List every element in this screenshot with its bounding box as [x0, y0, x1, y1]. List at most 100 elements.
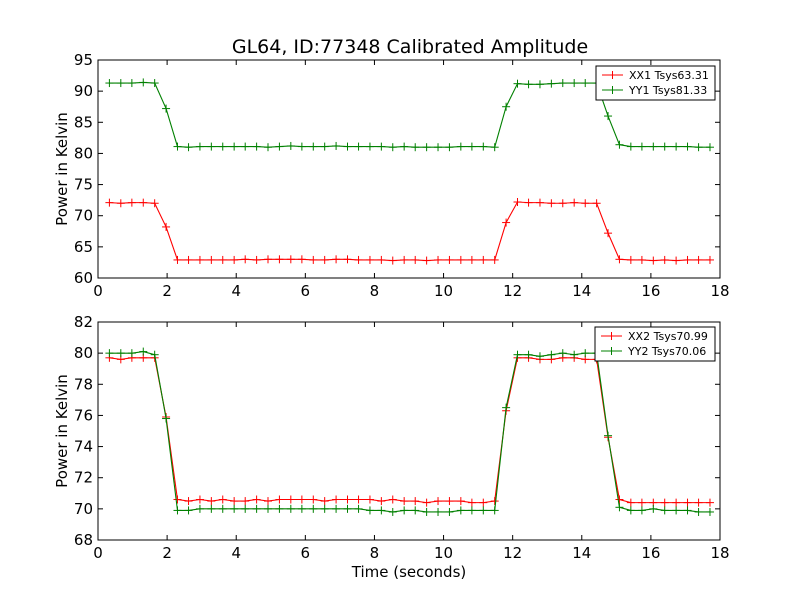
data-point	[388, 495, 397, 504]
x-tick-label: 8	[370, 544, 380, 562]
data-point	[581, 79, 590, 88]
x-tick-label: 18	[710, 282, 729, 300]
data-point	[456, 142, 465, 151]
y-tick-label: 72	[74, 469, 93, 487]
data-point	[195, 142, 204, 151]
data-point	[683, 142, 692, 151]
data-point	[434, 497, 443, 506]
x-tick-label: 10	[434, 282, 453, 300]
data-point	[467, 498, 476, 507]
data-point	[230, 504, 239, 513]
data-point	[127, 349, 136, 358]
legend-label: YY1 Tsys81.33	[628, 84, 707, 97]
y-tick-label: 76	[74, 406, 93, 424]
data-point	[332, 255, 341, 264]
data-point	[694, 143, 703, 152]
legend-entry: XX2 Tsys70.99	[601, 330, 708, 343]
data-point	[241, 504, 250, 513]
data-point	[218, 255, 227, 264]
legend-entry: XX1 Tsys63.31	[602, 69, 709, 82]
data-point	[513, 198, 522, 207]
data-point	[264, 497, 273, 506]
data-point	[184, 255, 193, 264]
data-point	[524, 80, 533, 89]
data-point	[297, 504, 306, 513]
data-point	[422, 143, 431, 152]
data-point	[320, 497, 329, 506]
data-point	[445, 255, 454, 264]
data-point	[479, 142, 488, 151]
data-point	[173, 142, 182, 151]
data-point	[694, 255, 703, 264]
x-tick-label: 2	[162, 544, 172, 562]
data-point	[694, 507, 703, 516]
data-point	[604, 112, 613, 121]
data-point	[547, 350, 556, 359]
data-point	[400, 142, 409, 151]
data-point	[195, 504, 204, 513]
data-point	[445, 497, 454, 506]
data-point	[162, 414, 171, 423]
data-point	[264, 143, 273, 152]
data-point	[490, 255, 499, 264]
chart-title: GL64, ID:77348 Calibrated Amplitude	[232, 36, 588, 58]
data-point	[513, 350, 522, 359]
data-point	[377, 255, 386, 264]
x-tick-label: 12	[503, 544, 522, 562]
data-point	[660, 255, 669, 264]
data-point	[173, 255, 182, 264]
data-point	[411, 255, 420, 264]
data-point	[570, 198, 579, 207]
data-point	[479, 506, 488, 515]
x-tick-label: 14	[572, 282, 591, 300]
data-point	[705, 255, 714, 264]
data-point	[139, 347, 148, 356]
x-tick-label: 16	[641, 282, 660, 300]
data-point	[479, 255, 488, 264]
data-point	[434, 143, 443, 152]
data-point	[230, 497, 239, 506]
data-point	[275, 504, 284, 513]
data-point	[354, 142, 363, 151]
data-point	[535, 80, 544, 89]
y-tick-label: 80	[74, 144, 93, 162]
data-point	[660, 498, 669, 507]
data-point	[547, 79, 556, 88]
data-point	[105, 198, 114, 207]
data-point	[343, 142, 352, 151]
y-tick-label: 74	[74, 438, 93, 456]
data-point	[207, 255, 216, 264]
legend-entry: YY2 Tsys70.06	[601, 345, 706, 358]
data-point	[660, 506, 669, 515]
data-point	[649, 142, 658, 151]
data-point	[558, 79, 567, 88]
y-tick-label: 80	[74, 344, 93, 362]
data-point	[626, 498, 635, 507]
data-point	[388, 256, 397, 265]
data-point	[683, 255, 692, 264]
y-tick-label: 60	[74, 269, 93, 287]
data-point	[218, 495, 227, 504]
series-1	[105, 198, 714, 265]
data-point	[490, 506, 499, 515]
data-point	[388, 143, 397, 152]
x-tick-label: 6	[301, 544, 311, 562]
data-point	[637, 506, 646, 515]
x-tick-label: 10	[434, 544, 453, 562]
data-point	[365, 495, 374, 504]
data-point	[581, 199, 590, 208]
data-point	[434, 507, 443, 516]
y-tick-label: 78	[74, 375, 93, 393]
data-point	[173, 506, 182, 515]
data-point	[127, 198, 136, 207]
data-point	[173, 495, 182, 504]
x-tick-label: 12	[503, 282, 522, 300]
data-point	[354, 255, 363, 264]
data-point	[615, 495, 624, 504]
data-point	[377, 142, 386, 151]
legend-box	[594, 326, 716, 362]
data-point	[490, 143, 499, 152]
data-point	[434, 255, 443, 264]
series-2	[105, 78, 714, 152]
